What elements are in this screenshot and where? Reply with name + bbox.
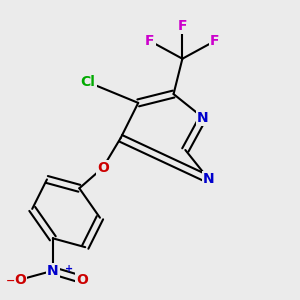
Text: O: O: [76, 273, 88, 286]
Text: N: N: [197, 111, 209, 124]
Text: O: O: [97, 161, 109, 175]
Text: N: N: [203, 172, 215, 186]
Text: +: +: [65, 264, 73, 274]
Text: F: F: [178, 19, 187, 33]
Text: F: F: [145, 34, 155, 48]
Text: −: −: [5, 276, 15, 286]
Text: N: N: [47, 264, 58, 278]
Text: F: F: [210, 34, 220, 48]
Text: O: O: [14, 273, 26, 286]
Text: Cl: Cl: [81, 75, 96, 89]
